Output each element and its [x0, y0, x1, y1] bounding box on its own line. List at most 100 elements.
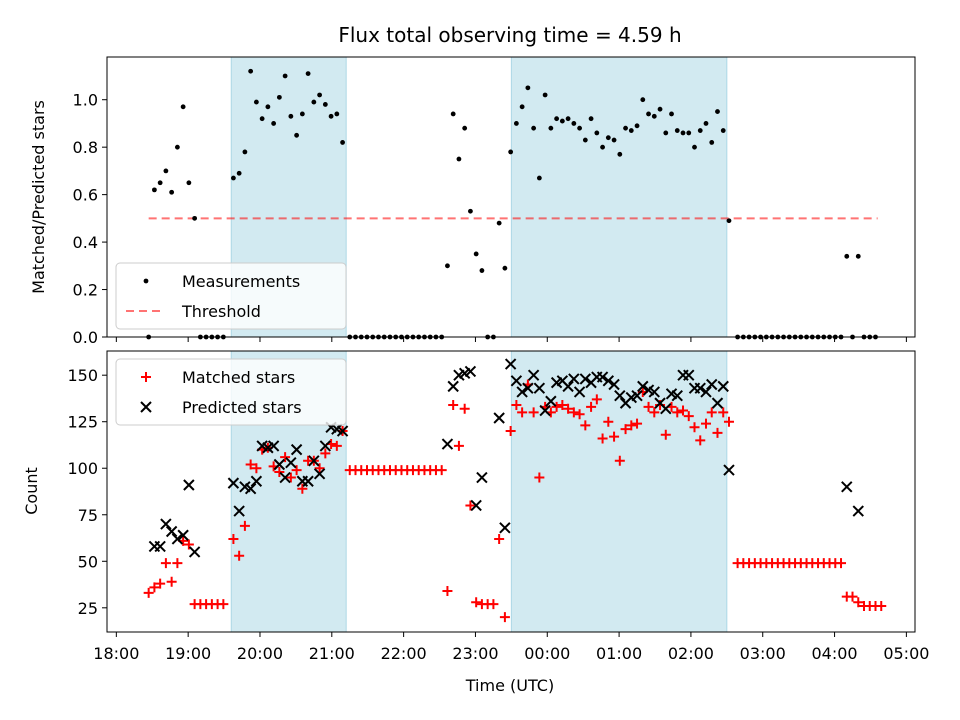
- matched-star-point: [609, 431, 620, 442]
- predicted-star-point: [233, 505, 245, 517]
- y-axis-ticks: 0.0 0.2 0.4 0.6 0.8 1.0: [73, 91, 107, 347]
- measurement-point: [692, 144, 697, 150]
- matched-star-point: [442, 586, 453, 597]
- legend-marker-swatch: [140, 401, 152, 413]
- measurement-point: [663, 130, 669, 136]
- measurement-point: [855, 253, 861, 259]
- measurement-point: [259, 116, 265, 122]
- measurement-point: [594, 130, 600, 136]
- matched-star-point: [511, 399, 522, 410]
- measurement-point: [657, 106, 663, 112]
- matched-star-point: [331, 440, 342, 451]
- panel-ratio: 0.0 0.2 0.4 0.6 0.8 1.0 Matched/Predicted sta…: [29, 56, 916, 347]
- matched-star-point: [471, 597, 482, 608]
- matched-star-point: [494, 533, 505, 544]
- measurement-point: [152, 187, 157, 193]
- matched-star-point: [285, 472, 296, 483]
- matched-star-point: [499, 612, 510, 623]
- predicted-star-point: [637, 380, 649, 393]
- measurement-point: [334, 111, 340, 117]
- matched-star-point: [183, 539, 194, 550]
- measurement-point: [180, 104, 186, 110]
- legend-box: [115, 262, 347, 330]
- predicted-star-point: [308, 455, 320, 467]
- matched-star-point: [453, 440, 464, 451]
- matched-star-point: [672, 407, 683, 418]
- predicted-star-point: [602, 375, 615, 387]
- legend-marker-swatch: [141, 372, 151, 382]
- chart-title: Flux total observing time = 4.59 h: [338, 23, 681, 47]
- predicted-star-point: [285, 456, 297, 469]
- y-tick-label: 75: [78, 506, 98, 525]
- predicted-star-point: [573, 386, 586, 398]
- matched-star-point: [534, 472, 545, 483]
- measurement-point: [525, 85, 531, 91]
- matched-star-point: [488, 599, 499, 610]
- predicted-star-point: [527, 369, 540, 381]
- matched-star-point: [245, 459, 256, 470]
- predicted-star-point: [313, 468, 326, 480]
- measurement-point: [559, 118, 565, 124]
- measurement-point: [709, 140, 715, 145]
- measurement-point: [844, 253, 850, 259]
- measurement-point: [450, 111, 456, 117]
- predicted-star-point: [244, 483, 257, 495]
- measurement-point: [577, 125, 582, 131]
- measurement-point: [456, 156, 462, 162]
- matched-star-point: [218, 599, 229, 610]
- predicted-star-point: [648, 386, 660, 398]
- measurement-point: [536, 175, 542, 181]
- legend-label: Measurements: [182, 272, 300, 291]
- x-axis-ticks: 18:00 19:00 20:00 21:00 22:00 23:00 00:00 01:00…: [93, 632, 929, 663]
- measurement-point: [720, 128, 726, 133]
- predicted-star-point: [631, 389, 643, 402]
- predicted-star-point: [533, 382, 546, 394]
- measurement-point: [628, 128, 634, 133]
- matched-star-point: [239, 520, 250, 531]
- measurement-point: [519, 104, 525, 110]
- matched-star-point: [620, 424, 631, 435]
- matched-star-point: [695, 435, 706, 446]
- y-tick-label: 150: [67, 366, 98, 385]
- matched-star-point: [876, 600, 887, 611]
- matched-star-point: [465, 500, 476, 511]
- predicted-star-point: [188, 546, 201, 558]
- matched-star-point: [314, 463, 325, 474]
- measurement-point: [288, 113, 294, 119]
- matched-star-point: [155, 578, 166, 589]
- predicted-star-point: [694, 382, 706, 394]
- x-tick-label: 18:00: [93, 644, 139, 663]
- matched-star-point: [700, 418, 711, 429]
- measurement-point: [502, 265, 508, 271]
- matched-star-point: [568, 407, 579, 418]
- measurement-point: [462, 125, 468, 131]
- legend-counts: Matched stars Predicted stars: [115, 358, 347, 426]
- measurement-point: [554, 116, 560, 122]
- x-tick-label: 19:00: [165, 644, 211, 663]
- measurement-point: [496, 220, 502, 226]
- matched-star-point: [517, 407, 528, 418]
- predicted-star-point: [841, 481, 853, 493]
- measurement-point: [248, 68, 254, 74]
- matched-star-point: [689, 422, 700, 433]
- measurement-point: [508, 149, 514, 155]
- predicted-star-point: [447, 380, 459, 393]
- y-axis-ticks: 25 50 75 100 125 150: [67, 366, 107, 618]
- matched-star-point: [678, 405, 689, 416]
- predicted-star-point: [852, 505, 864, 517]
- predicted-star-point: [579, 373, 592, 385]
- predicted-star-point: [470, 499, 482, 512]
- measurement-point: [192, 215, 198, 221]
- matched-star-point: [160, 558, 171, 569]
- predicted-star-point: [614, 389, 626, 402]
- measurement-point: [186, 180, 192, 186]
- matched-star-point: [603, 416, 614, 427]
- predicted-star-point: [290, 443, 303, 456]
- panel-counts: 25 50 75 100 125 150 18:00 19:00 20:00 21:00 22:0…: [22, 350, 929, 695]
- legend-label: Predicted stars: [182, 398, 302, 417]
- measurement-point: [271, 121, 277, 126]
- predicted-star-point: [183, 479, 195, 491]
- measurement-point: [680, 130, 686, 136]
- x-tick-label: 00:00: [524, 644, 570, 663]
